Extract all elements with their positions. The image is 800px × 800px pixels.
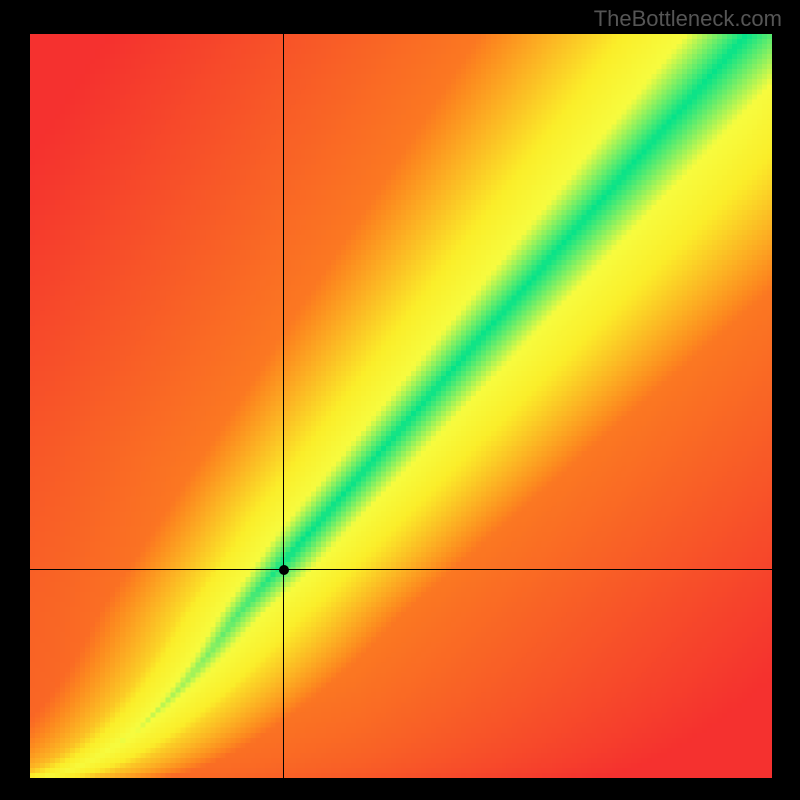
crosshair-vertical: [283, 34, 284, 778]
heatmap-plot-area: [30, 34, 772, 778]
watermark-text: TheBottleneck.com: [594, 6, 782, 32]
chart-container: TheBottleneck.com: [0, 0, 800, 800]
heatmap-canvas: [30, 34, 772, 778]
crosshair-horizontal: [30, 569, 772, 570]
crosshair-marker-dot: [279, 565, 289, 575]
